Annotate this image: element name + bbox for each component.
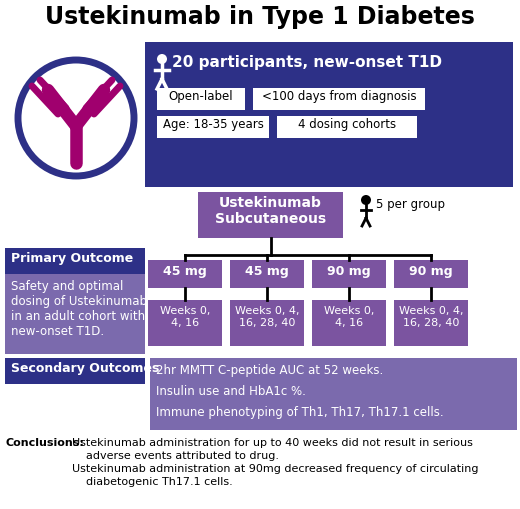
Text: 20 participants, new-onset T1D: 20 participants, new-onset T1D <box>172 55 442 70</box>
Bar <box>148 260 222 288</box>
Bar <box>5 358 145 384</box>
Bar <box>277 116 417 138</box>
Text: Primary Outcome: Primary Outcome <box>11 252 133 265</box>
Circle shape <box>361 195 371 205</box>
Bar <box>145 42 513 187</box>
Bar <box>148 300 222 346</box>
Text: 45 mg: 45 mg <box>163 265 207 278</box>
Text: <100 days from diagnosis: <100 days from diagnosis <box>262 90 417 103</box>
Text: Conclusions:: Conclusions: <box>5 438 84 448</box>
Bar <box>230 300 304 346</box>
Bar <box>312 300 386 346</box>
Bar <box>5 248 145 274</box>
Bar <box>253 88 425 110</box>
Text: Open-label: Open-label <box>168 90 233 103</box>
Bar <box>394 300 468 346</box>
Bar <box>312 260 386 288</box>
Text: Immune phenotyping of Th1, Th17, Th17.1 cells.: Immune phenotyping of Th1, Th17, Th17.1 … <box>156 406 444 419</box>
Text: Ustekinumab in Type 1 Diabetes: Ustekinumab in Type 1 Diabetes <box>45 5 475 29</box>
Text: Weeks 0, 4,
16, 28, 40: Weeks 0, 4, 16, 28, 40 <box>399 306 463 328</box>
Text: Ustekinumab administration at 90mg decreased frequency of circulating: Ustekinumab administration at 90mg decre… <box>72 464 478 474</box>
Bar <box>198 192 343 238</box>
Bar <box>394 260 468 288</box>
Text: Safety and optimal
dosing of Ustekinumab
in an adult cohort with
new-onset T1D.: Safety and optimal dosing of Ustekinumab… <box>11 280 147 338</box>
Text: Weeks 0,
4, 16: Weeks 0, 4, 16 <box>324 306 374 328</box>
Text: 5 per group: 5 per group <box>376 198 445 211</box>
Text: diabetogenic Th17.1 cells.: diabetogenic Th17.1 cells. <box>72 477 233 487</box>
Text: 2hr MMTT C-peptide AUC at 52 weeks.: 2hr MMTT C-peptide AUC at 52 weeks. <box>156 364 383 377</box>
Circle shape <box>157 54 167 64</box>
Bar <box>157 116 269 138</box>
Text: 4 dosing cohorts: 4 dosing cohorts <box>298 118 396 131</box>
Text: adverse events attributed to drug.: adverse events attributed to drug. <box>72 451 279 461</box>
Text: 45 mg: 45 mg <box>245 265 289 278</box>
Text: Insulin use and HbA1c %.: Insulin use and HbA1c %. <box>156 385 306 398</box>
Bar <box>5 274 145 354</box>
Bar <box>157 88 245 110</box>
Bar <box>230 260 304 288</box>
Text: Secondary Outcomes: Secondary Outcomes <box>11 362 159 375</box>
Text: Weeks 0,
4, 16: Weeks 0, 4, 16 <box>160 306 210 328</box>
Text: Ustekinumab
Subcutaneous: Ustekinumab Subcutaneous <box>215 196 326 226</box>
Text: Weeks 0, 4,
16, 28, 40: Weeks 0, 4, 16, 28, 40 <box>235 306 299 328</box>
Bar <box>150 358 517 430</box>
Text: 90 mg: 90 mg <box>327 265 371 278</box>
Text: Ustekinumab administration for up to 40 weeks did not result in serious: Ustekinumab administration for up to 40 … <box>72 438 473 448</box>
Text: 90 mg: 90 mg <box>409 265 453 278</box>
Text: Age: 18-35 years: Age: 18-35 years <box>163 118 264 131</box>
